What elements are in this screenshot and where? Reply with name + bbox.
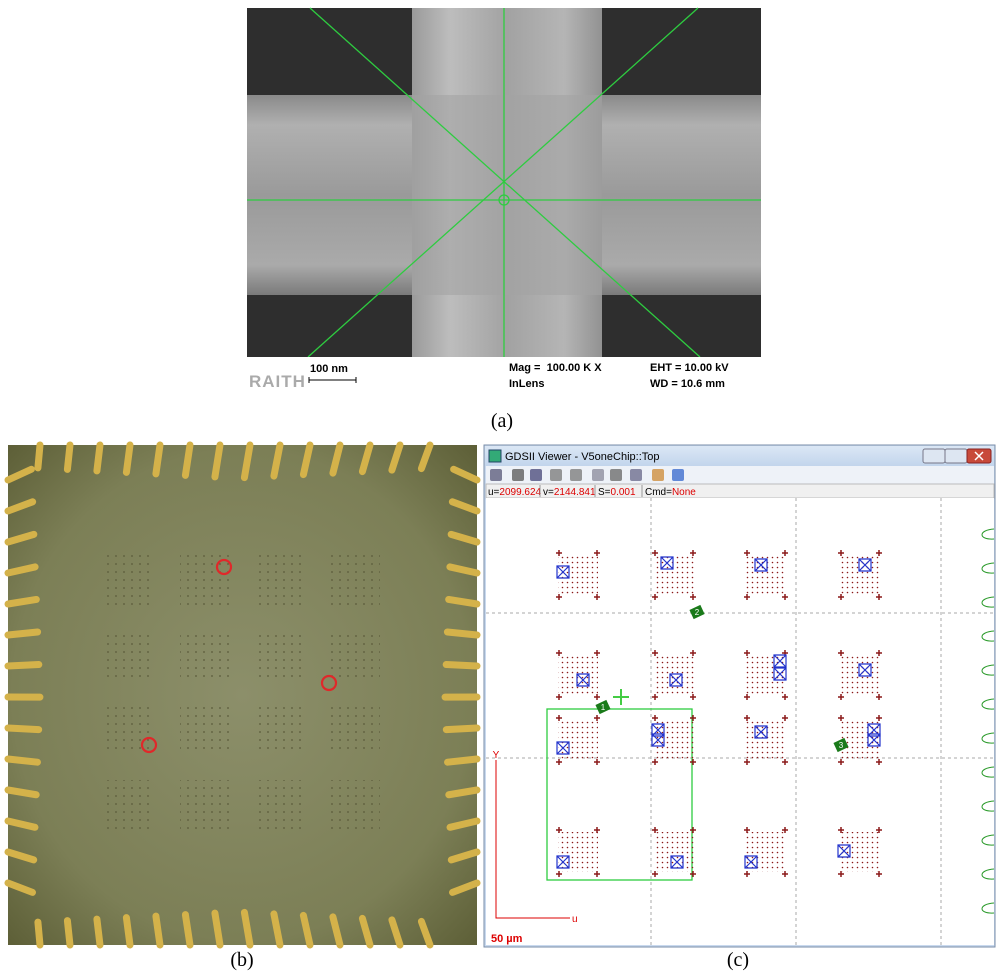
axis-x-label: u (572, 914, 578, 925)
status-label: Cmd= (645, 487, 672, 498)
status-field: v=2144.841 (543, 487, 596, 498)
device-array (105, 705, 155, 755)
device-array (180, 630, 230, 680)
device-array (180, 705, 230, 755)
scale-label: 50 µm (491, 933, 523, 945)
status-field: u=2099.624 (488, 487, 542, 498)
maximize-button[interactable] (945, 449, 967, 463)
tool-button[interactable] (592, 469, 604, 481)
bond-pad (8, 728, 39, 730)
detector: InLens (509, 378, 544, 390)
tool-button[interactable] (610, 469, 622, 481)
logo: RAITH (249, 372, 306, 391)
bond-pad (126, 918, 130, 945)
bond-pad (446, 665, 477, 666)
status-value: 2144.841 (554, 487, 596, 498)
minimize-button[interactable] (923, 449, 945, 463)
status-label: S= (598, 487, 611, 498)
status-field: S=0.001 (598, 487, 636, 498)
device-array (180, 555, 230, 605)
dot-array (746, 832, 786, 872)
bond-pad (8, 759, 37, 762)
tool-button[interactable] (530, 469, 542, 481)
eht: EHT = 10.00 kV (650, 362, 729, 374)
marker-label: 2 (695, 608, 700, 617)
device-array (330, 555, 380, 605)
tool-button[interactable] (630, 469, 642, 481)
bond-pad (185, 915, 190, 945)
figure: RAITH 100 nm Mag = 100.00 K X InLens EHT… (0, 0, 998, 972)
bond-pad (8, 632, 38, 635)
bond-pad (446, 728, 477, 730)
tool-button[interactable] (672, 469, 684, 481)
bond-pad (38, 445, 40, 468)
bond-pad (449, 599, 477, 604)
bond-pad (67, 445, 70, 469)
device-array (105, 555, 155, 605)
device-array (105, 630, 155, 680)
marker-label: 1 (601, 703, 606, 712)
wd: WD = 10.6 mm (650, 378, 725, 390)
sem-image: RAITH 100 nm Mag = 100.00 K X InLens EHT… (247, 8, 761, 395)
status-value: None (672, 487, 696, 498)
dot-array (558, 555, 598, 595)
device-array (105, 780, 155, 830)
device-array (330, 705, 380, 755)
device-array (180, 780, 230, 830)
bond-pad (447, 632, 477, 635)
app-icon (489, 450, 501, 462)
device-array (330, 630, 380, 680)
dot-array (558, 832, 598, 872)
bond-pad (8, 665, 39, 666)
dot-array (654, 655, 694, 695)
tool-button[interactable] (652, 469, 664, 481)
toolbar (486, 466, 994, 484)
bond-pad (448, 759, 477, 762)
bond-pad (38, 922, 40, 945)
bond-pad (156, 445, 160, 474)
tool-button[interactable] (512, 469, 524, 481)
tool-button[interactable] (550, 469, 562, 481)
bond-pad (185, 445, 190, 475)
tool-button[interactable] (490, 469, 502, 481)
bond-pad (8, 599, 36, 604)
window-title: GDSII Viewer - V5oneChip::Top (505, 451, 659, 463)
dot-array (654, 832, 694, 872)
status-value: 2099.624 (499, 487, 541, 498)
device-array (255, 555, 305, 605)
status-label: u= (488, 487, 500, 498)
status-field: Cmd=None (645, 487, 696, 498)
dot-array (654, 555, 694, 595)
bond-pad (8, 790, 36, 795)
scale-label: 100 nm (310, 363, 348, 375)
device-array (255, 780, 305, 830)
mag: Mag = 100.00 K X (509, 362, 602, 374)
device-array (255, 705, 305, 755)
marker-label: 3 (839, 741, 844, 750)
bond-pad (67, 921, 70, 945)
dot-array (840, 555, 880, 595)
dot-array (746, 555, 786, 595)
bond-pad (156, 916, 160, 945)
caption: (c) (727, 949, 749, 971)
caption: (a) (491, 410, 513, 432)
status-label: v= (543, 487, 554, 498)
device-array (255, 630, 305, 680)
status-value: 0.001 (611, 487, 636, 498)
bond-pad (126, 445, 130, 472)
chip-background (8, 445, 477, 945)
dot-array (654, 720, 694, 760)
caption: (b) (230, 949, 253, 971)
axis-y-label: Y (493, 750, 500, 761)
viewer-window: GDSII Viewer - V5oneChip::Top u=2099.624… (484, 445, 995, 947)
bond-pad (97, 919, 100, 945)
tool-button[interactable] (570, 469, 582, 481)
optical-image (8, 445, 477, 945)
bond-pad (97, 445, 100, 471)
bond-pad (449, 790, 477, 795)
dot-array (840, 832, 880, 872)
device-array (330, 780, 380, 830)
